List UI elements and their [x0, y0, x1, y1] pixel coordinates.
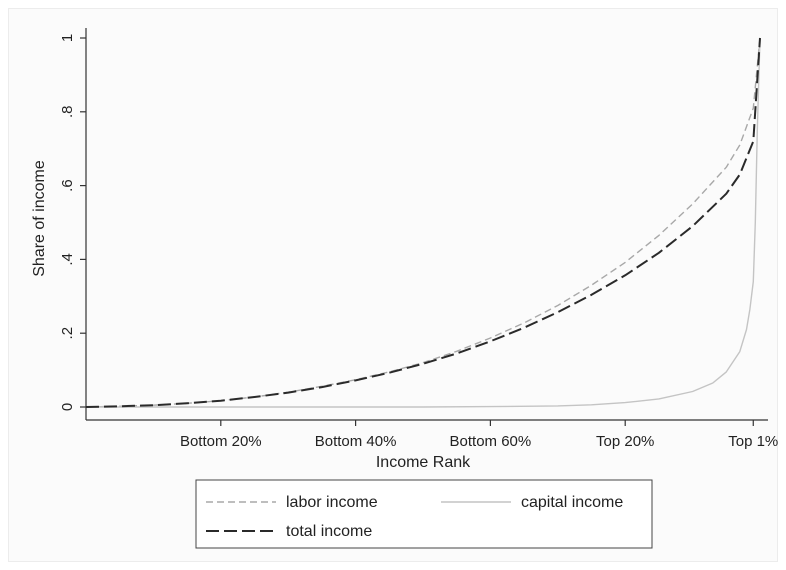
- y-axis-title: Share of income: [31, 160, 48, 277]
- series-line-total-income: [85, 37, 761, 408]
- x-tick-label: Bottom 60%: [450, 433, 532, 450]
- legend-label-capital-income: capital income: [521, 494, 623, 511]
- y-tick-label: .2: [59, 327, 76, 340]
- x-axis-ticks: Bottom 20% Bottom 40% Bottom 60% Top 20% Top…: [180, 420, 778, 450]
- legend: labor income capital income total income: [195, 479, 653, 549]
- y-tick-label: .8: [59, 106, 76, 119]
- y-tick-label: 0: [59, 403, 76, 411]
- x-tick-label: Top 1%: [728, 433, 778, 450]
- x-tick-label: Top 20%: [596, 433, 654, 450]
- y-axis-ticks: 0 .2 .4 .6 .8 1: [59, 34, 86, 411]
- y-tick-label: .4: [59, 253, 76, 266]
- plot-area: 0 .2 .4 .6 .8 1 Bottom 20% Bottom 40% Bottom 60…: [59, 28, 778, 450]
- y-tick-label: 1: [59, 34, 76, 42]
- series-line-capital-income: [86, 37, 761, 408]
- legend-box: [195, 479, 653, 549]
- x-tick-label: Bottom 40%: [315, 433, 397, 450]
- legend-label-total-income: total income: [286, 523, 372, 540]
- series-line-labor-income: [85, 37, 761, 408]
- chart-frame: [8, 8, 778, 562]
- y-tick-label: .6: [59, 179, 76, 192]
- x-tick-label: Bottom 20%: [180, 433, 262, 450]
- series-lines: [85, 37, 761, 408]
- x-axis-title: Income Rank: [376, 454, 471, 471]
- legend-label-labor-income: labor income: [286, 494, 378, 511]
